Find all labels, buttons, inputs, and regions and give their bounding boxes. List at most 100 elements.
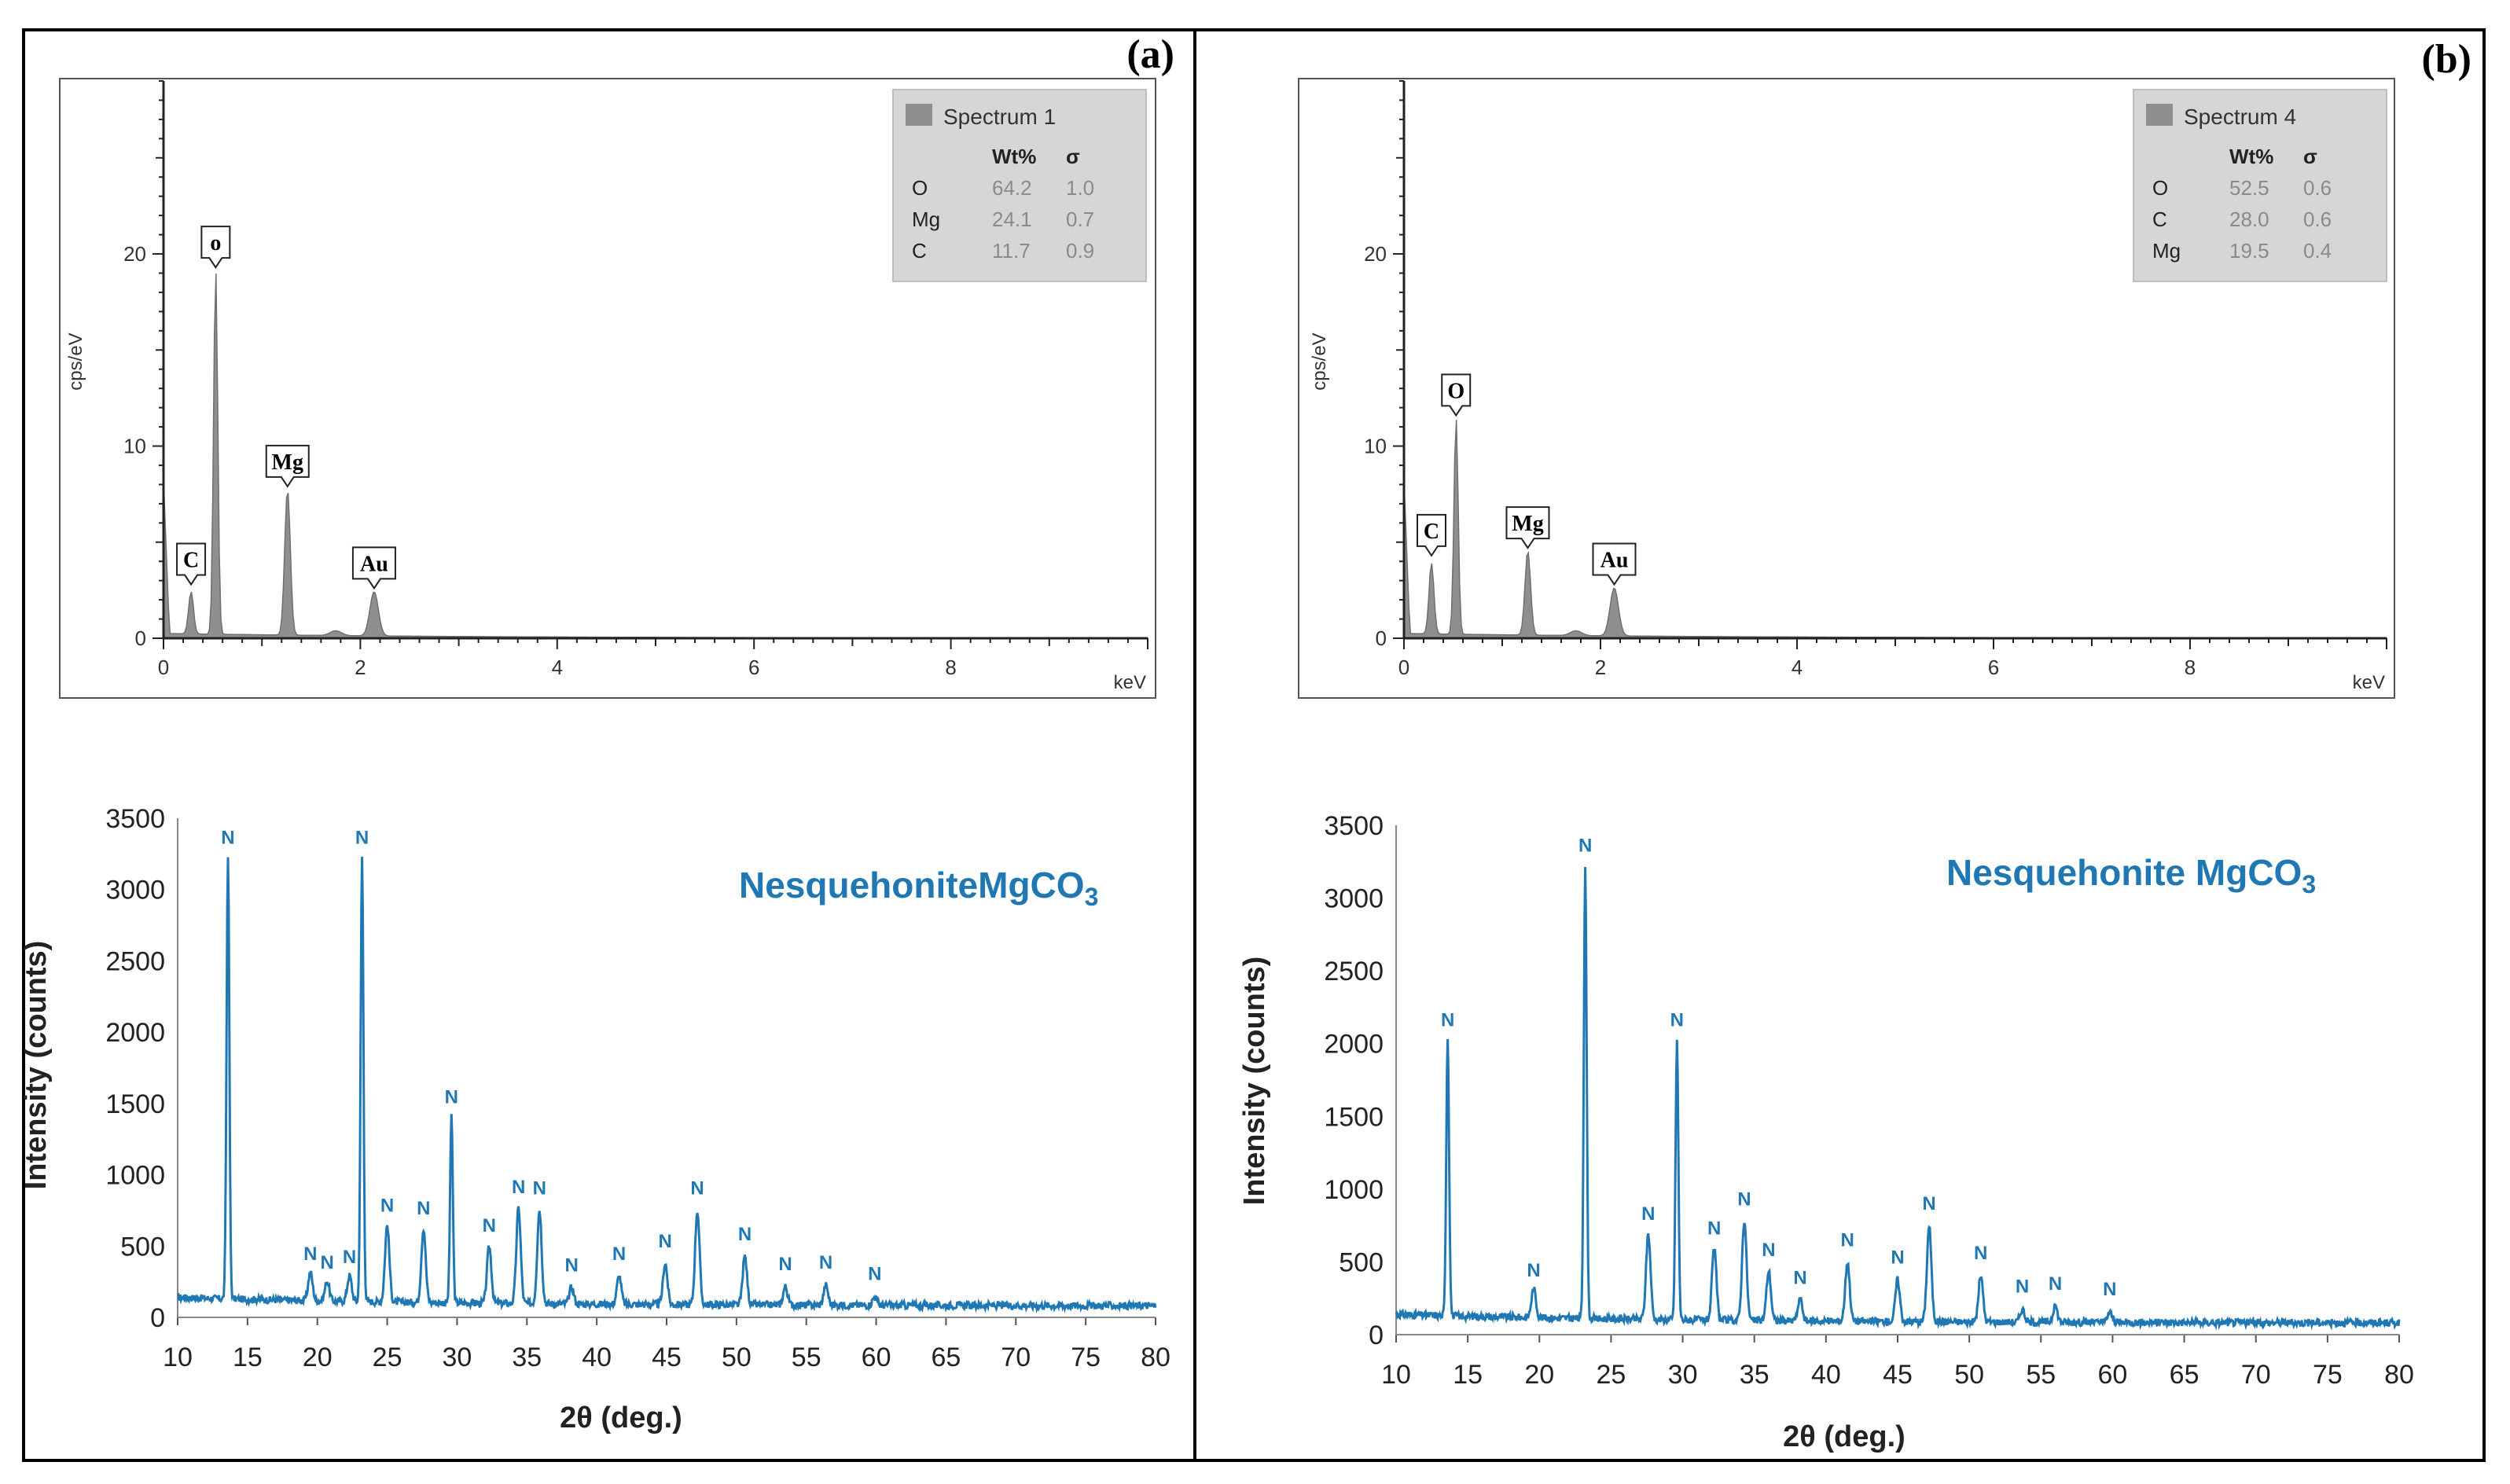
eds-frame-b	[1298, 78, 2395, 699]
xrd-x-tick-label: 25	[373, 1343, 402, 1372]
eds-frame-a	[59, 78, 1156, 699]
eds-x-tick-label: 0	[1398, 656, 1409, 679]
xrd-xlabel-b: 2θ (deg.)	[1783, 1420, 1905, 1453]
eds-y-tick-label: 0	[1376, 626, 1387, 650]
xrd-x-tick-label: 55	[792, 1343, 821, 1372]
xrd-y-tick-label: 3500	[1324, 811, 1384, 841]
legend-title: Spectrum 1	[943, 105, 1056, 129]
xrd-x-tick-label: 55	[2026, 1360, 2056, 1390]
xrd-peak-marker: N	[778, 1254, 792, 1275]
xrd-peak-marker: N	[868, 1264, 881, 1285]
xrd-x-tick-label: 45	[652, 1343, 682, 1372]
xrd-peak-marker: N	[659, 1231, 672, 1252]
xrd-peak-marker: N	[483, 1215, 496, 1236]
eds-peak-label: Au	[360, 552, 388, 576]
eds-peak-label-box	[176, 542, 207, 586]
xrd-x-tick-label: 30	[1668, 1360, 1698, 1390]
xrd-peak-marker: N	[1441, 1010, 1454, 1031]
xrd-peak-marker: N	[1670, 1010, 1684, 1031]
eds-y-tick-label: 20	[123, 242, 146, 266]
xrd-peak-marker: N	[445, 1087, 458, 1108]
xrd-peak-marker: N	[1578, 836, 1592, 857]
xrd-peak-marker: N	[355, 827, 369, 848]
xrd-y-tick-label: 3500	[105, 804, 165, 834]
panel-label-b: (b)	[2421, 37, 2471, 82]
xrd-x-tick-label: 35	[512, 1343, 542, 1372]
xrd-peak-marker: N	[1841, 1229, 1854, 1251]
xrd-x-tick-label: 30	[443, 1343, 472, 1372]
xrd-x-tick-label: 50	[722, 1343, 752, 1372]
xrd-peak-marker: N	[1641, 1203, 1655, 1225]
eds-x-tick-label: 2	[1595, 656, 1606, 679]
xrd-x-tick-label: 15	[233, 1343, 263, 1372]
xrd-x-tick-label: 70	[2241, 1360, 2271, 1390]
xrd-pattern-line	[177, 856, 1157, 1313]
legend-el: Mg	[2152, 239, 2181, 263]
xrd-y-tick-label: 0	[1369, 1321, 1384, 1350]
xrd-x-tick-label: 50	[1954, 1360, 1984, 1390]
xrd-x-tick-label: 70	[1001, 1343, 1031, 1372]
eds-y-tick-label: 10	[1364, 435, 1387, 458]
legend-wt: 52.5	[2229, 176, 2269, 200]
xrd-peak-marker: N	[380, 1196, 394, 1217]
xrd-y-tick-label: 2500	[1324, 957, 1384, 986]
xrd-peak-marker: N	[1737, 1188, 1751, 1210]
legend-el: C	[2152, 208, 2167, 231]
xrd-y-tick-label: 2000	[105, 1018, 165, 1048]
xrd-x-tick-label: 40	[1811, 1360, 1841, 1390]
xrd-y-tick-label: 1500	[105, 1089, 165, 1119]
eds-y-tick-label: 0	[135, 626, 146, 650]
legend-sigma: 0.6	[2303, 176, 2332, 200]
legend-wt: 19.5	[2229, 239, 2269, 263]
legend-wt: 64.2	[992, 176, 1032, 200]
xrd-peak-marker: N	[417, 1198, 430, 1219]
legend-sigma: 0.6	[2303, 208, 2332, 231]
xrd-y-tick-label: 2000	[1324, 1030, 1384, 1060]
eds-x-tick-label: 8	[945, 656, 956, 679]
eds-peak-label: C	[183, 549, 199, 573]
eds-x-tick-label: 2	[355, 656, 366, 679]
xrd-x-tick-label: 75	[2313, 1360, 2343, 1390]
xrd-x-tick-label: 60	[862, 1343, 891, 1372]
xrd-x-tick-label: 65	[2170, 1360, 2199, 1390]
eds-xunit-a: keV	[1114, 672, 1146, 693]
xrd-x-tick-label: 35	[1740, 1360, 1769, 1390]
eds-x-tick-label: 4	[552, 656, 563, 679]
eds-peak-label-box	[265, 444, 310, 488]
xrd-peak-marker: N	[612, 1243, 626, 1265]
eds-peak-label: Mg	[1512, 512, 1543, 536]
legend-spectrum-4: Spectrum 4 Wt% σ O 52.5 0.6 C 28.0 0.6 M…	[2133, 89, 2387, 282]
legend-sigma: 0.4	[2303, 239, 2332, 263]
eds-peak-label-box	[200, 226, 231, 269]
legend-sigma: 1.0	[1066, 176, 1094, 200]
xrd-y-tick-label: 1000	[1324, 1175, 1384, 1205]
xrd-peak-marker: N	[1527, 1260, 1540, 1281]
xrd-peak-marker: N	[221, 827, 234, 848]
xrd-peak-marker: N	[1891, 1247, 1904, 1268]
xrd-peak-marker: N	[564, 1255, 578, 1276]
xrd-peak-marker: N	[2049, 1273, 2062, 1295]
xrd-x-tick-label: 25	[1597, 1360, 1626, 1390]
xrd-x-tick-label: 45	[1883, 1360, 1913, 1390]
eds-peak-label: Mg	[272, 450, 303, 475]
eds-peak-label-box	[1441, 373, 1472, 417]
xrd-peak-marker: N	[1707, 1218, 1721, 1239]
eds-plot-a: 0 10 20 0 2 4 6 8 Co Mg Au	[123, 80, 1148, 679]
legend-col-sigma: σ	[2303, 145, 2317, 168]
eds-peak-label-box	[1505, 506, 1550, 549]
xrd-title-a: NesquehoniteMgCO3	[739, 865, 1098, 911]
figure-frame	[22, 28, 2486, 1462]
xrd-x-tick-label: 10	[163, 1343, 193, 1372]
xrd-y-tick-label: 3000	[105, 876, 165, 905]
legend-el: O	[2152, 176, 2168, 200]
xrd-x-tick-label: 65	[932, 1343, 961, 1372]
eds-xunit-b: keV	[2353, 672, 2385, 693]
xrd-peak-marker: N	[738, 1224, 752, 1245]
legend-sigma: 0.7	[1066, 208, 1094, 231]
xrd-peak-marker: N	[512, 1177, 525, 1198]
xrd-peak-marker: N	[1922, 1193, 1935, 1214]
eds-peak-label: O	[1447, 379, 1464, 403]
xrd-title-sub: 3	[2302, 870, 2316, 898]
